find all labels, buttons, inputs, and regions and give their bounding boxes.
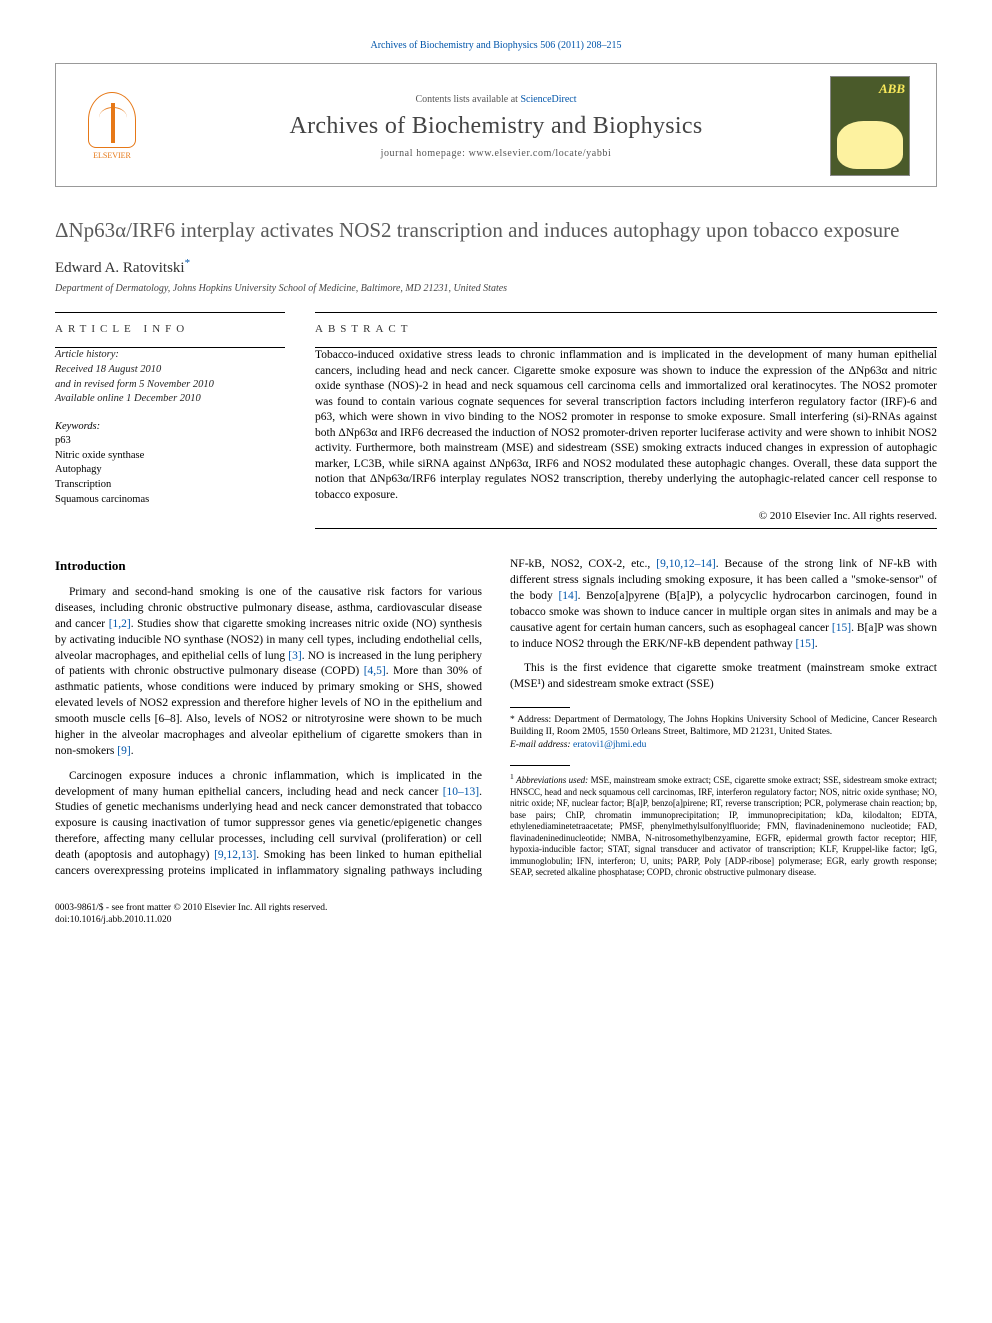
keyword: Transcription xyxy=(55,479,111,490)
footnote-separator xyxy=(510,765,570,766)
email-label: E-mail address: xyxy=(510,740,571,750)
divider xyxy=(315,528,937,529)
author-name: Edward A. Ratovitski* xyxy=(55,257,937,277)
journal-cover-thumbnail: ABB xyxy=(830,76,910,176)
elsevier-tree-icon xyxy=(88,92,136,148)
abbrev-body: MSE, mainstream smoke extract; CSE, ciga… xyxy=(510,775,937,877)
footnote-text: * Address: Department of Dermatology, Th… xyxy=(510,715,937,737)
copyright-line: © 2010 Elsevier Inc. All rights reserved… xyxy=(315,509,937,524)
author-text: Edward A. Ratovitski xyxy=(55,260,185,276)
paragraph: Primary and second-hand smoking is one o… xyxy=(55,585,482,759)
citation-link[interactable]: [10–13] xyxy=(443,786,479,798)
footer-copyright: 0003-9861/$ - see front matter © 2010 El… xyxy=(55,903,327,913)
footer: 0003-9861/$ - see front matter © 2010 El… xyxy=(55,902,937,927)
received-date: Received 18 August 2010 xyxy=(55,364,161,375)
article-info-block: ARTICLE INFO Article history: Received 1… xyxy=(55,312,285,529)
contents-prefix: Contents lists available at xyxy=(415,94,520,105)
keywords-label: Keywords: xyxy=(55,421,285,432)
running-header: Archives of Biochemistry and Biophysics … xyxy=(55,40,937,51)
online-date: Available online 1 December 2010 xyxy=(55,393,201,404)
keyword: p63 xyxy=(55,435,71,446)
abstract-text: Tobacco-induced oxidative stress leads t… xyxy=(315,349,937,501)
keyword: Nitric oxide synthase xyxy=(55,450,144,461)
article-title: ΔNp63α/IRF6 interplay activates NOS2 tra… xyxy=(55,217,937,243)
body-text: Carcinogen exposure induces a chronic in… xyxy=(55,770,482,798)
citation-link[interactable]: [4,5] xyxy=(364,665,386,677)
citation-link[interactable]: [3] xyxy=(288,650,301,662)
homepage-line: journal homepage: www.elsevier.com/locat… xyxy=(176,148,816,159)
body-text: . xyxy=(131,745,134,757)
footnote-marker: 1 xyxy=(510,772,514,781)
footnote-separator xyxy=(510,707,570,708)
affiliation: Department of Dermatology, Johns Hopkins… xyxy=(55,283,937,294)
keywords-list: p63 Nitric oxide synthase Autophagy Tran… xyxy=(55,434,285,507)
homepage-prefix: journal homepage: xyxy=(381,148,469,159)
keyword: Squamous carcinomas xyxy=(55,494,149,505)
citation-link[interactable]: [15] xyxy=(832,622,851,634)
corresponding-mark-icon: * xyxy=(185,257,191,269)
abstract-heading: ABSTRACT xyxy=(315,312,937,335)
corresponding-footnote: * Address: Department of Dermatology, Th… xyxy=(510,714,937,751)
abstract-block: ABSTRACT Tobacco-induced oxidative stres… xyxy=(315,312,937,529)
introduction-heading: Introduction xyxy=(55,557,482,575)
citation-link[interactable]: [9,10,12–14] xyxy=(656,558,715,570)
citation-link[interactable]: [15] xyxy=(796,638,815,650)
cover-label: ABB xyxy=(879,81,905,97)
abbrev-label: Abbreviations used: xyxy=(516,775,588,785)
homepage-url[interactable]: www.elsevier.com/locate/yabbi xyxy=(469,148,612,159)
info-abstract-row: ARTICLE INFO Article history: Received 1… xyxy=(55,312,937,529)
citation-link[interactable]: [9] xyxy=(117,745,130,757)
journal-title: Archives of Biochemistry and Biophysics xyxy=(176,113,816,140)
elsevier-label: ELSEVIER xyxy=(93,151,131,160)
contents-line: Contents lists available at ScienceDirec… xyxy=(176,94,816,105)
abbreviations-footnote: 1 Abbreviations used: MSE, mainstream sm… xyxy=(510,765,937,879)
journal-header-box: ELSEVIER Contents lists available at Sci… xyxy=(55,63,937,187)
email-link[interactable]: eratovi1@jhmi.edu xyxy=(573,740,646,750)
abstract-body: Tobacco-induced oxidative stress leads t… xyxy=(315,348,937,524)
body-text: This is the first evidence that cigarett… xyxy=(510,662,937,690)
citation-link[interactable]: [9,12,13] xyxy=(214,849,256,861)
keyword: Autophagy xyxy=(55,464,102,475)
revised-date: and in revised form 5 November 2010 xyxy=(55,379,214,390)
paragraph: This is the first evidence that cigarett… xyxy=(510,661,937,693)
header-center: Contents lists available at ScienceDirec… xyxy=(176,94,816,159)
body-text: . xyxy=(815,638,818,650)
citation-link[interactable]: [14] xyxy=(558,590,577,602)
elsevier-logo: ELSEVIER xyxy=(72,81,152,171)
sciencedirect-link[interactable]: ScienceDirect xyxy=(520,94,576,105)
cover-graphic-icon xyxy=(837,121,903,169)
article-history: Article history: Received 18 August 2010… xyxy=(55,348,285,407)
citation-link[interactable]: [1,2] xyxy=(109,618,131,630)
body-text: . More than 30% of asthmatic patients, w… xyxy=(55,665,482,756)
article-info-heading: ARTICLE INFO xyxy=(55,312,285,335)
history-label: Article history: xyxy=(55,348,285,363)
footer-doi: doi:10.1016/j.abb.2010.11.020 xyxy=(55,915,172,925)
body-columns: Introduction Primary and second-hand smo… xyxy=(55,557,937,879)
